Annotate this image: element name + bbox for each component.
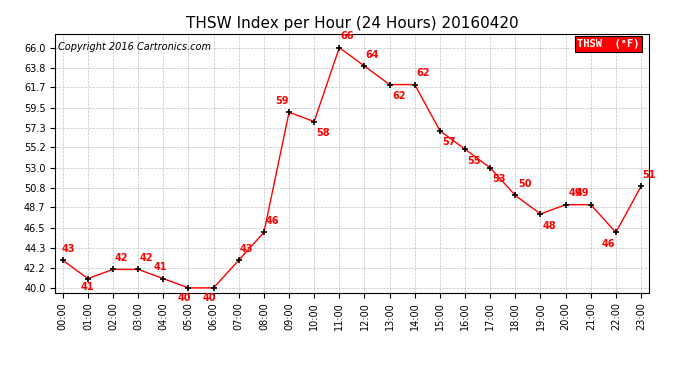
Text: Copyright 2016 Cartronics.com: Copyright 2016 Cartronics.com: [58, 42, 211, 51]
Text: 41: 41: [153, 262, 167, 272]
Text: 40: 40: [177, 292, 190, 303]
Text: 41: 41: [80, 282, 94, 292]
Text: 62: 62: [416, 68, 429, 78]
Text: 53: 53: [493, 174, 506, 184]
Text: 49: 49: [568, 188, 582, 198]
Text: 43: 43: [61, 244, 75, 254]
Text: 64: 64: [366, 50, 380, 60]
Text: 42: 42: [139, 253, 153, 263]
Text: 58: 58: [317, 128, 331, 138]
Text: 48: 48: [543, 220, 557, 231]
Title: THSW Index per Hour (24 Hours) 20160420: THSW Index per Hour (24 Hours) 20160420: [186, 16, 518, 31]
Text: 43: 43: [240, 244, 253, 254]
Text: 46: 46: [265, 216, 279, 226]
Text: 42: 42: [115, 253, 128, 263]
Text: 51: 51: [642, 170, 655, 180]
Text: 62: 62: [392, 91, 406, 101]
Text: 59: 59: [275, 96, 288, 106]
Text: 50: 50: [518, 179, 531, 189]
Text: 46: 46: [602, 239, 615, 249]
Text: 49: 49: [575, 188, 589, 198]
Text: THSW  (°F): THSW (°F): [578, 39, 640, 49]
Text: 40: 40: [202, 292, 216, 303]
Text: 55: 55: [468, 156, 481, 166]
Text: 66: 66: [341, 31, 354, 41]
Text: 57: 57: [442, 137, 456, 147]
